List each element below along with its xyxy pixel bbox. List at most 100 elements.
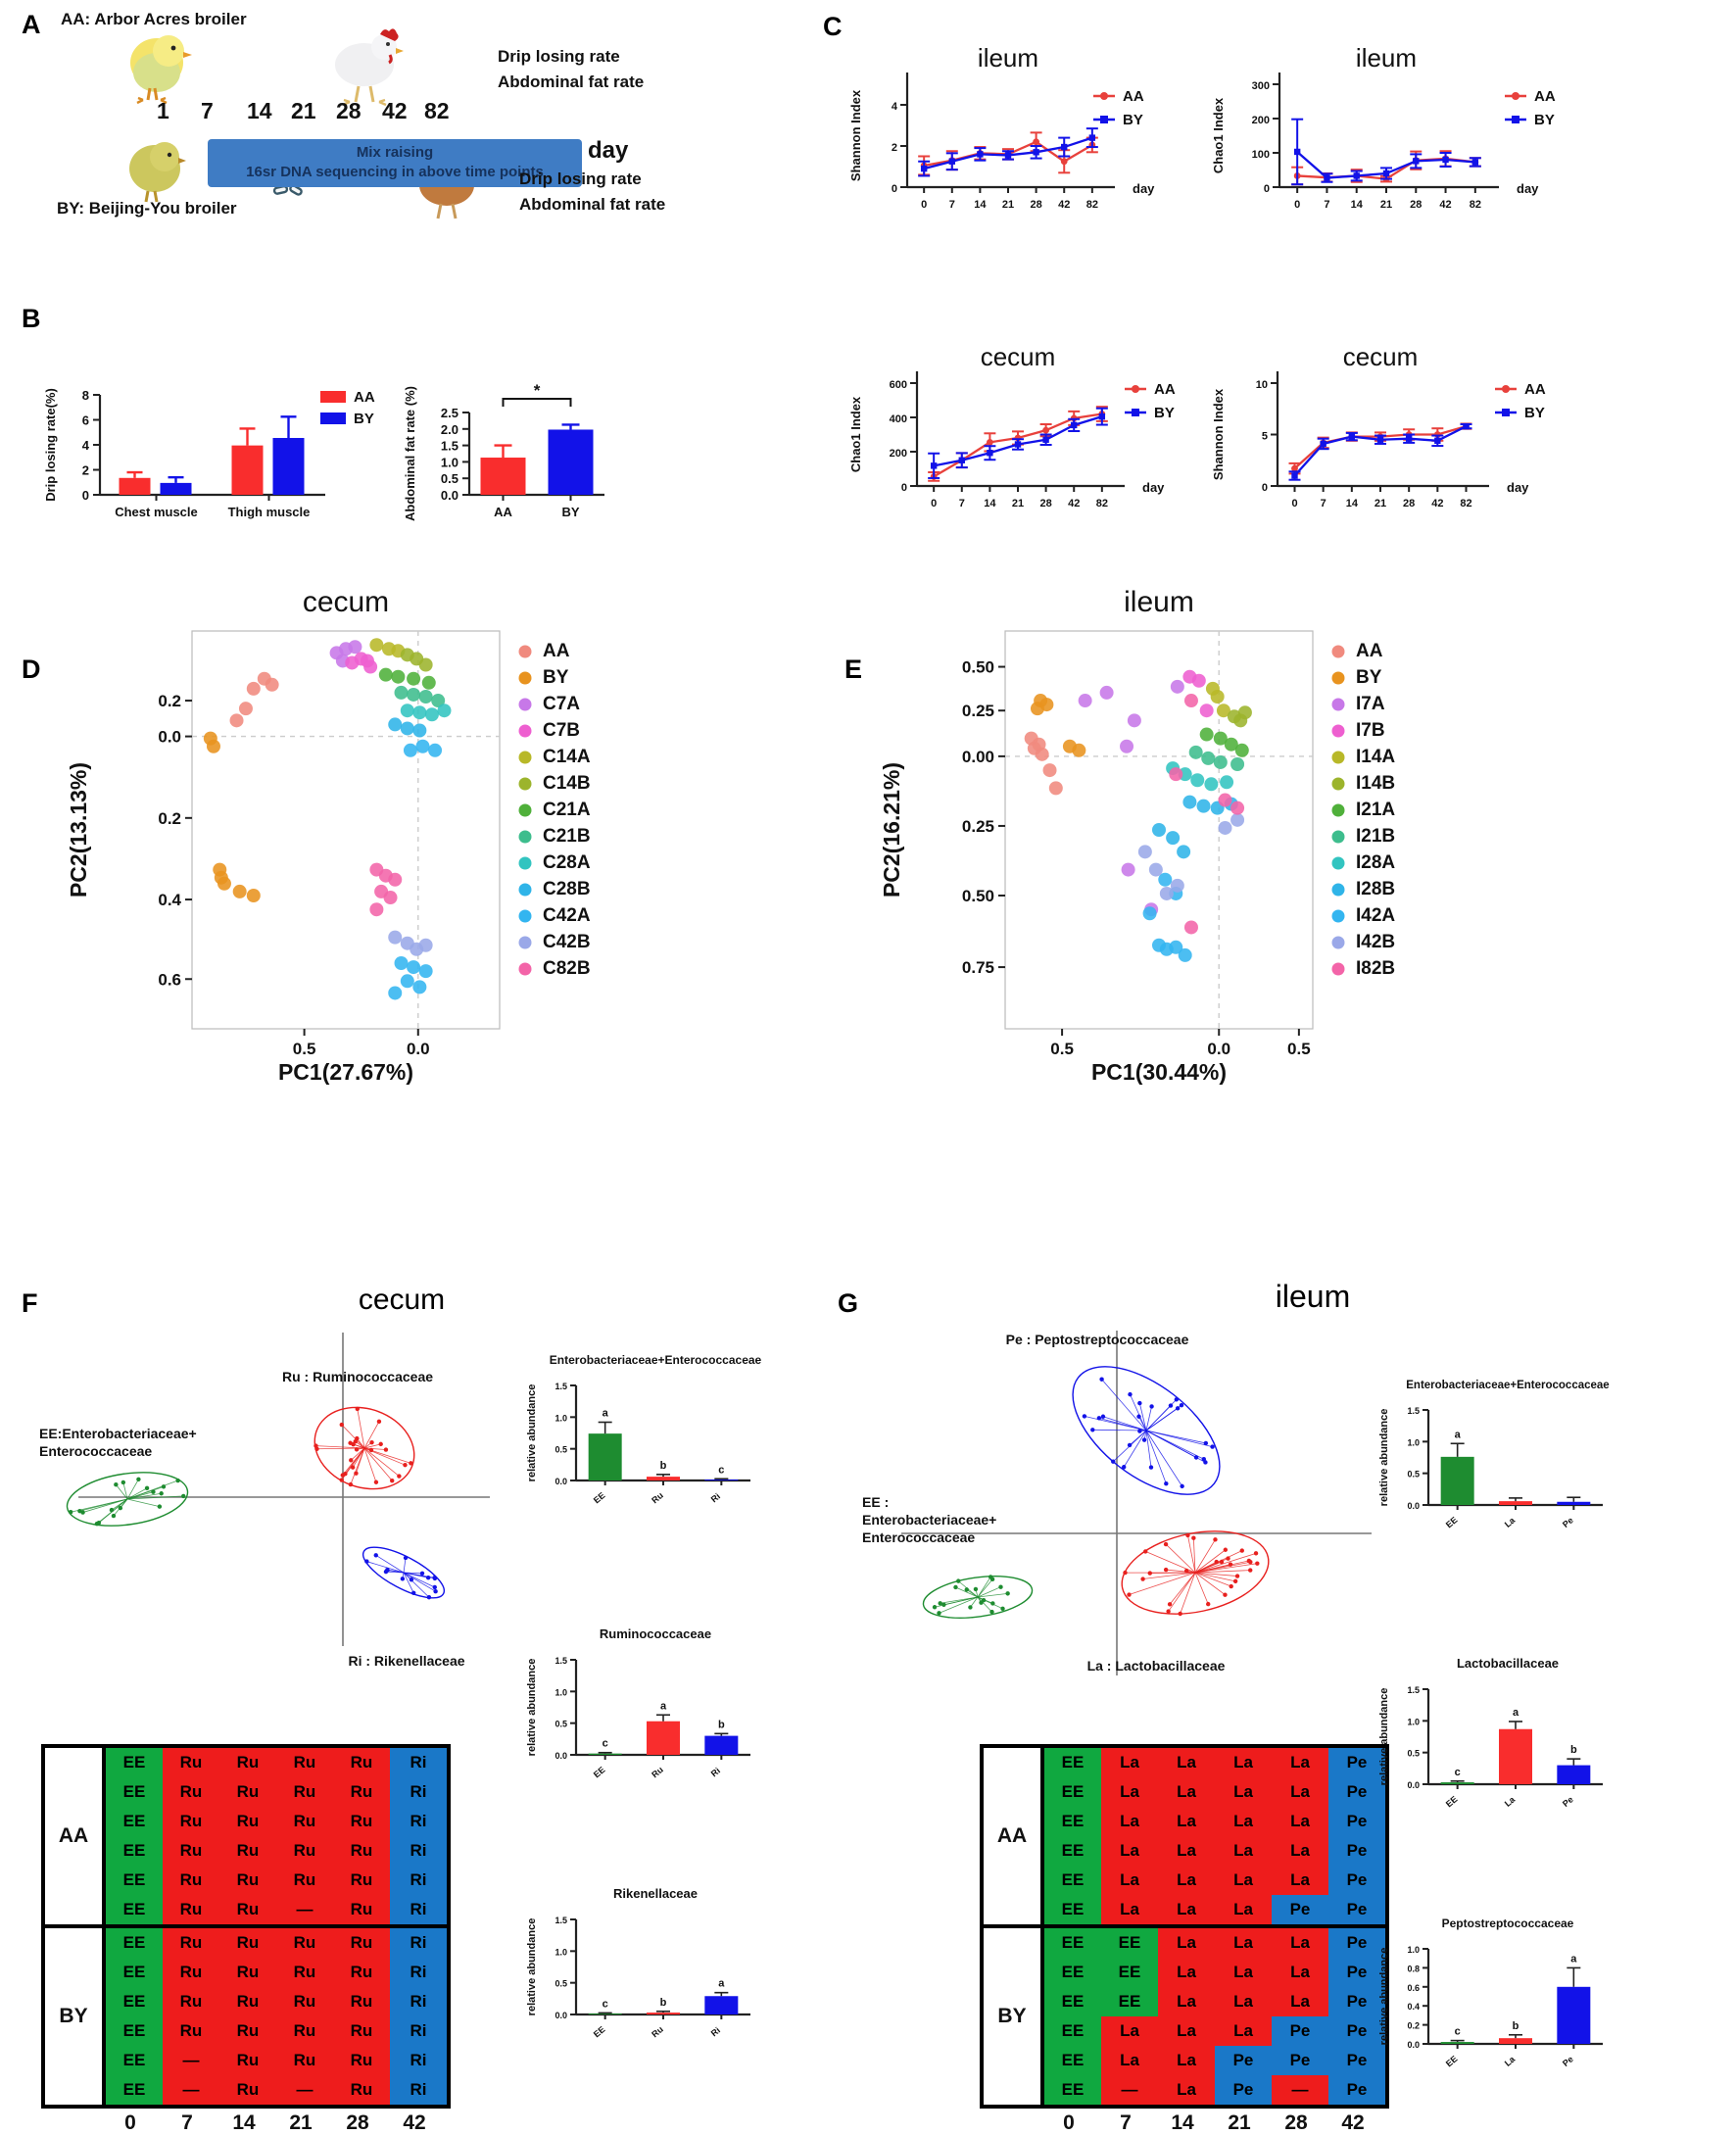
svg-text:0.5: 0.5 <box>555 1720 567 1729</box>
svg-text:C82B: C82B <box>543 958 591 979</box>
grid-cell: Ru <box>333 1836 390 1866</box>
svg-text:1.5: 1.5 <box>555 1656 567 1666</box>
grid-cell: La <box>1272 1987 1328 2016</box>
svg-text:Abdominal fat rate (%): Abdominal fat rate (%) <box>403 386 417 521</box>
grid-cell: La <box>1158 1928 1215 1958</box>
grid-cell: Ru <box>163 1836 219 1866</box>
grid-cell: La <box>1272 1807 1328 1836</box>
grid-cell: Ru <box>163 1866 219 1895</box>
svg-text:0: 0 <box>921 199 927 211</box>
grid-cell: La <box>1272 1928 1328 1958</box>
grid-group-aa: AAEELaLaLaLaPeEELaLaLaLaPeEELaLaLaLaPeEE… <box>984 1748 1385 1924</box>
grid-cell: Ri <box>390 1748 447 1777</box>
grid-cell: Ru <box>333 2046 390 2075</box>
grid-cell: EE <box>106 1958 163 1987</box>
grid-cell: EE <box>1044 1987 1101 2016</box>
grid-cell: — <box>276 1895 333 1924</box>
svg-text:*: * <box>534 381 541 400</box>
svg-text:I14B: I14B <box>1356 773 1395 794</box>
grid-row: EE—LaPe—Pe <box>1044 2075 1385 2105</box>
svg-text:0: 0 <box>1294 199 1300 211</box>
grid-cell: EE <box>106 1836 163 1866</box>
panel-c-letter: C <box>823 12 843 42</box>
grid-group-label: AA <box>984 1748 1044 1924</box>
grid-cell: La <box>1158 1777 1215 1807</box>
grid-cell: La <box>1158 1958 1215 1987</box>
grid-row: EERuRuRuRuRi <box>106 1748 447 1777</box>
grid-table: AAEERuRuRuRuRiEERuRuRuRuRiEERuRuRuRuRiEE… <box>41 1744 451 2135</box>
grid-cell: Ru <box>163 1928 219 1958</box>
grid-cell: EE <box>1044 1958 1101 1987</box>
grid-cell: Ru <box>333 1987 390 2016</box>
svg-text:Enterobacteriaceae+: Enterobacteriaceae+ <box>862 1512 996 1528</box>
svg-text:82: 82 <box>1460 498 1471 509</box>
grid-cell: Ru <box>276 1866 333 1895</box>
svg-text:BY: BY <box>1356 667 1382 688</box>
svg-text:PC1(27.67%): PC1(27.67%) <box>278 1059 413 1085</box>
svg-text:Chao1 Index: Chao1 Index <box>848 396 863 472</box>
grid-cell: La <box>1101 1777 1158 1807</box>
grid-cell: Ri <box>390 1866 447 1895</box>
grid-cell: La <box>1215 1958 1272 1987</box>
grid-cell: Ru <box>333 1777 390 1807</box>
svg-text:Ri: Ri <box>709 1491 722 1504</box>
svg-text:8: 8 <box>82 388 89 403</box>
svg-text:EE:Enterobacteriaceae+: EE:Enterobacteriaceae+ <box>39 1426 197 1441</box>
grid-cell: Ru <box>163 1748 219 1777</box>
grid-row: EERuRuRuRuRi <box>106 1928 447 1958</box>
grid-x-label: 0 <box>1040 2109 1097 2135</box>
day-tick-28: 28 <box>336 98 362 124</box>
grid-cell: La <box>1272 1958 1328 1987</box>
svg-text:I28A: I28A <box>1356 852 1395 873</box>
svg-text:1.0: 1.0 <box>1407 1717 1420 1726</box>
timeline-bar-line1: Mix raising <box>208 143 582 163</box>
grid-row: EELaLaLaPePe <box>1044 1895 1385 1924</box>
svg-text:AA: AA <box>1123 88 1144 105</box>
chart-ileum-chao1: ileum0100200300071421284282Chao1 Indexda… <box>1205 49 1587 230</box>
panel-f-grid: AAEERuRuRuRuRiEERuRuRuRuRiEERuRuRuRuRiEE… <box>41 1744 451 2135</box>
svg-text:0.0: 0.0 <box>1407 2040 1420 2050</box>
svg-text:0.50: 0.50 <box>962 887 994 905</box>
grid-cell: Ru <box>333 2075 390 2105</box>
grid-cell: Ru <box>219 1777 276 1807</box>
svg-text:1.5: 1.5 <box>1407 1406 1420 1416</box>
grid-cell: EE <box>1044 1866 1101 1895</box>
panel-a-letter: A <box>22 10 41 40</box>
chart-cecum-ru: Ruminococcaceae0.00.51.01.5cEEaRubRirela… <box>519 1626 764 1798</box>
svg-text:I42B: I42B <box>1356 932 1395 952</box>
grid-x-label: 7 <box>159 2109 216 2135</box>
svg-text:Chao1 Index: Chao1 Index <box>1211 97 1226 173</box>
svg-text:42: 42 <box>1068 498 1080 509</box>
svg-text:0.8: 0.8 <box>1407 1964 1420 1973</box>
grid-x-axis: 0714212842 <box>102 2109 451 2135</box>
grid-cell: Pe <box>1272 1895 1328 1924</box>
svg-text:1.5: 1.5 <box>1407 1685 1420 1695</box>
svg-text:0.4: 0.4 <box>1407 2002 1420 2012</box>
grid-cell: La <box>1158 1987 1215 2016</box>
svg-text:day: day <box>1133 181 1155 196</box>
grid-cell: La <box>1215 1987 1272 2016</box>
svg-text:Ru: Ru <box>650 2024 665 2039</box>
svg-text:200: 200 <box>890 448 907 460</box>
day-tick-1: 1 <box>157 98 169 124</box>
grid-cell: — <box>163 2075 219 2105</box>
svg-text:relative abundance: relative abundance <box>526 1659 538 1757</box>
svg-text:28: 28 <box>1030 199 1041 211</box>
grid-row: EERuRuRuRuRi <box>106 1987 447 2016</box>
grid-cell: EE <box>106 2046 163 2075</box>
grid-cell: La <box>1158 1748 1215 1777</box>
grid-cell: La <box>1158 2075 1215 2105</box>
svg-text:10: 10 <box>1256 379 1268 391</box>
svg-text:0.25: 0.25 <box>962 702 994 720</box>
panel-b-letter: B <box>22 304 41 334</box>
svg-text:14: 14 <box>974 199 987 211</box>
svg-text:Ruminococcaceae: Ruminococcaceae <box>600 1626 711 1641</box>
grid-group-aa: AAEERuRuRuRuRiEERuRuRuRuRiEERuRuRuRuRiEE… <box>45 1748 447 1924</box>
svg-text:relative abundance: relative abundance <box>526 1384 538 1482</box>
grid-cell: Ru <box>276 1748 333 1777</box>
grid-cell: EE <box>106 2075 163 2105</box>
svg-text:Ri: Ri <box>709 1766 722 1778</box>
grid-group-by: BYEEEELaLaLaPeEEEELaLaLaPeEEEELaLaLaPeEE… <box>984 1924 1385 2105</box>
svg-text:1.0: 1.0 <box>555 1947 567 1957</box>
svg-text:0.5: 0.5 <box>1407 1470 1420 1480</box>
